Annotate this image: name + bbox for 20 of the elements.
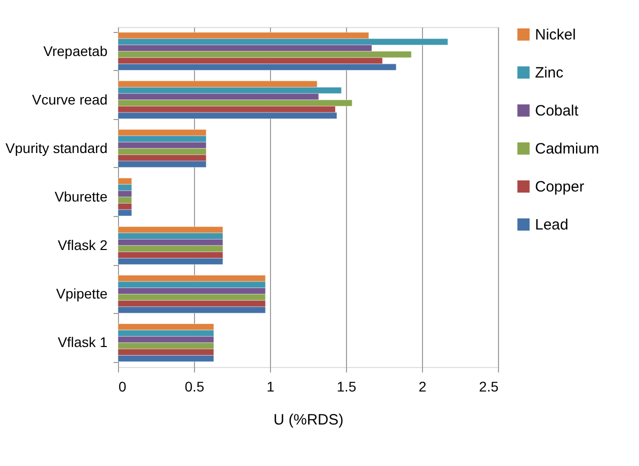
y-tick-label: Vpipette [56,286,108,302]
y-tick-label: Vburette [54,188,108,204]
y-tick-label: Vcurve read [32,91,108,108]
legend-label: Lead [535,216,568,234]
x-tick-label: 0.5 [184,378,204,394]
y-tick-label: Vrepaetab [43,42,108,59]
legend-label: Copper [535,178,584,196]
legend-label: Nickel [535,26,576,44]
x-tick-label: 2 [418,378,427,394]
y-tick-label: Vflask 1 [58,334,108,350]
x-tick-label: 1 [266,378,275,394]
y-tick-label: Vpurity standard [6,140,108,156]
legend-label: Cadmium [535,140,600,158]
legend-label: Zinc [535,64,564,82]
x-axis-title: U (%RDS) [274,412,344,428]
y-tick-label: Vflask 2 [58,237,108,254]
x-tick-label: 1.5 [336,378,356,394]
x-tick-label: 0 [118,378,126,394]
x-tick-label: 2.5 [479,378,499,394]
legend-label: Cobalt [535,102,580,120]
